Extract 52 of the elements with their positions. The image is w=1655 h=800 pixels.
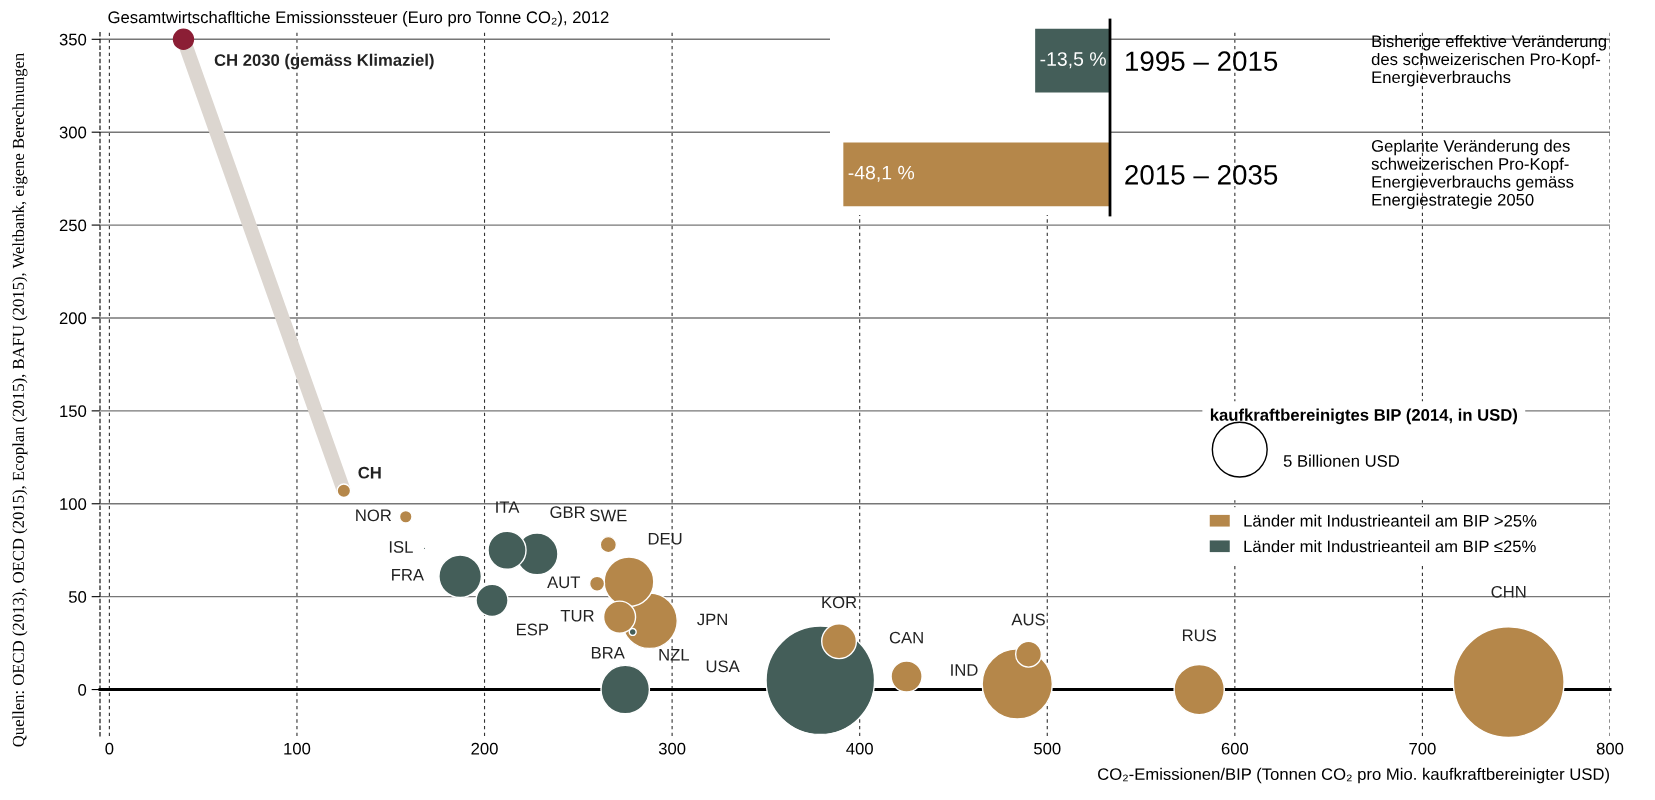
y-tick-label: 250 [59,219,87,232]
legend-label: 5 Billionen USD [1283,454,1400,467]
annotation: CHN [1491,585,1526,598]
annotation: IND [951,664,978,676]
annotation: NOR [356,509,392,522]
y-tick-label: 50 [68,591,87,603]
annotation: NZL [659,649,690,661]
annotation: ITA [496,501,520,513]
annotation: AUT [547,576,581,589]
annotation: BRA [591,647,625,659]
annotation: CAN [889,631,923,644]
annotation: AUS [1011,613,1045,626]
x-tick-label: 800 [1596,742,1624,755]
annotation: CH 2030 (gemäss Klimaziel) [214,53,434,70]
legend-title: kaufkraftbereinigtes BIP (2014, in USD) [1210,408,1518,425]
data-label: -48,1 % [848,165,915,182]
annotation: TUR [560,609,594,622]
y-tick-label: 100 [60,498,87,510]
x-tick-label: 400 [846,742,873,755]
x-tick-label: 300 [658,742,686,755]
annotation: Bisherige effektive Veränderung des schweizerischen Pro-Kopf- Energieverbrauchs [1371,34,1607,87]
annotation: SWE [590,509,627,522]
annotation: USA [706,660,740,673]
annotation: GBR [550,506,585,519]
y-tick-label: 200 [59,312,87,325]
annotation: DEU [648,532,682,545]
x-tick-label: 600 [1221,742,1249,755]
annotation: ESP [517,623,549,636]
y-tick-label: 150 [60,405,87,418]
legend-label: Länder mit Industrieanteil am BIP ≤25% [1244,540,1536,553]
annotation: RUS [1182,629,1217,642]
annotation: KOR [822,596,857,609]
data-label: -13,5 % [1040,52,1106,69]
legend-label: Länder mit Industrieanteil am BIP >25% [1244,514,1537,527]
annotation: JPN [697,613,727,626]
x-tick-label: 100 [284,742,311,755]
y-tick-label: 350 [59,33,87,46]
x-axis-title: CO₂-Emissionen/BIP (Tonnen CO₂ pro Mio. kaufkraftbereinigter USD) [1098,767,1609,784]
annotation: ISL [389,541,413,553]
annotation: Geplante Veränderung des schweizerischen Pro-Kopf- Energieverbrauchs gemäss Energiestrategie 2050 [1371,139,1574,210]
y-tick-label: 0 [78,683,87,696]
source-note: Quellen: OECD (2013), OECD (2015), Ecoplan (2015), BAFU (2015), Weltbank, eigene Berechnungen [12,53,28,747]
x-tick-label: 700 [1409,742,1436,755]
x-tick-label: 500 [1034,742,1061,755]
x-tick-label: 200 [471,742,498,755]
y-axis-title: Gesamtwirtschafltiche Emissionssteuer (Euro pro Tonne CO₂), 2012 [108,10,609,27]
annotation: FRA [392,569,424,581]
annotation: CH [358,466,381,479]
y-tick-label: 300 [59,126,87,139]
y-tick-label: 1995 – 2015 [1126,51,1278,72]
y-tick-label: 2015 – 2035 [1125,164,1278,185]
x-tick-label: 0 [105,742,114,755]
